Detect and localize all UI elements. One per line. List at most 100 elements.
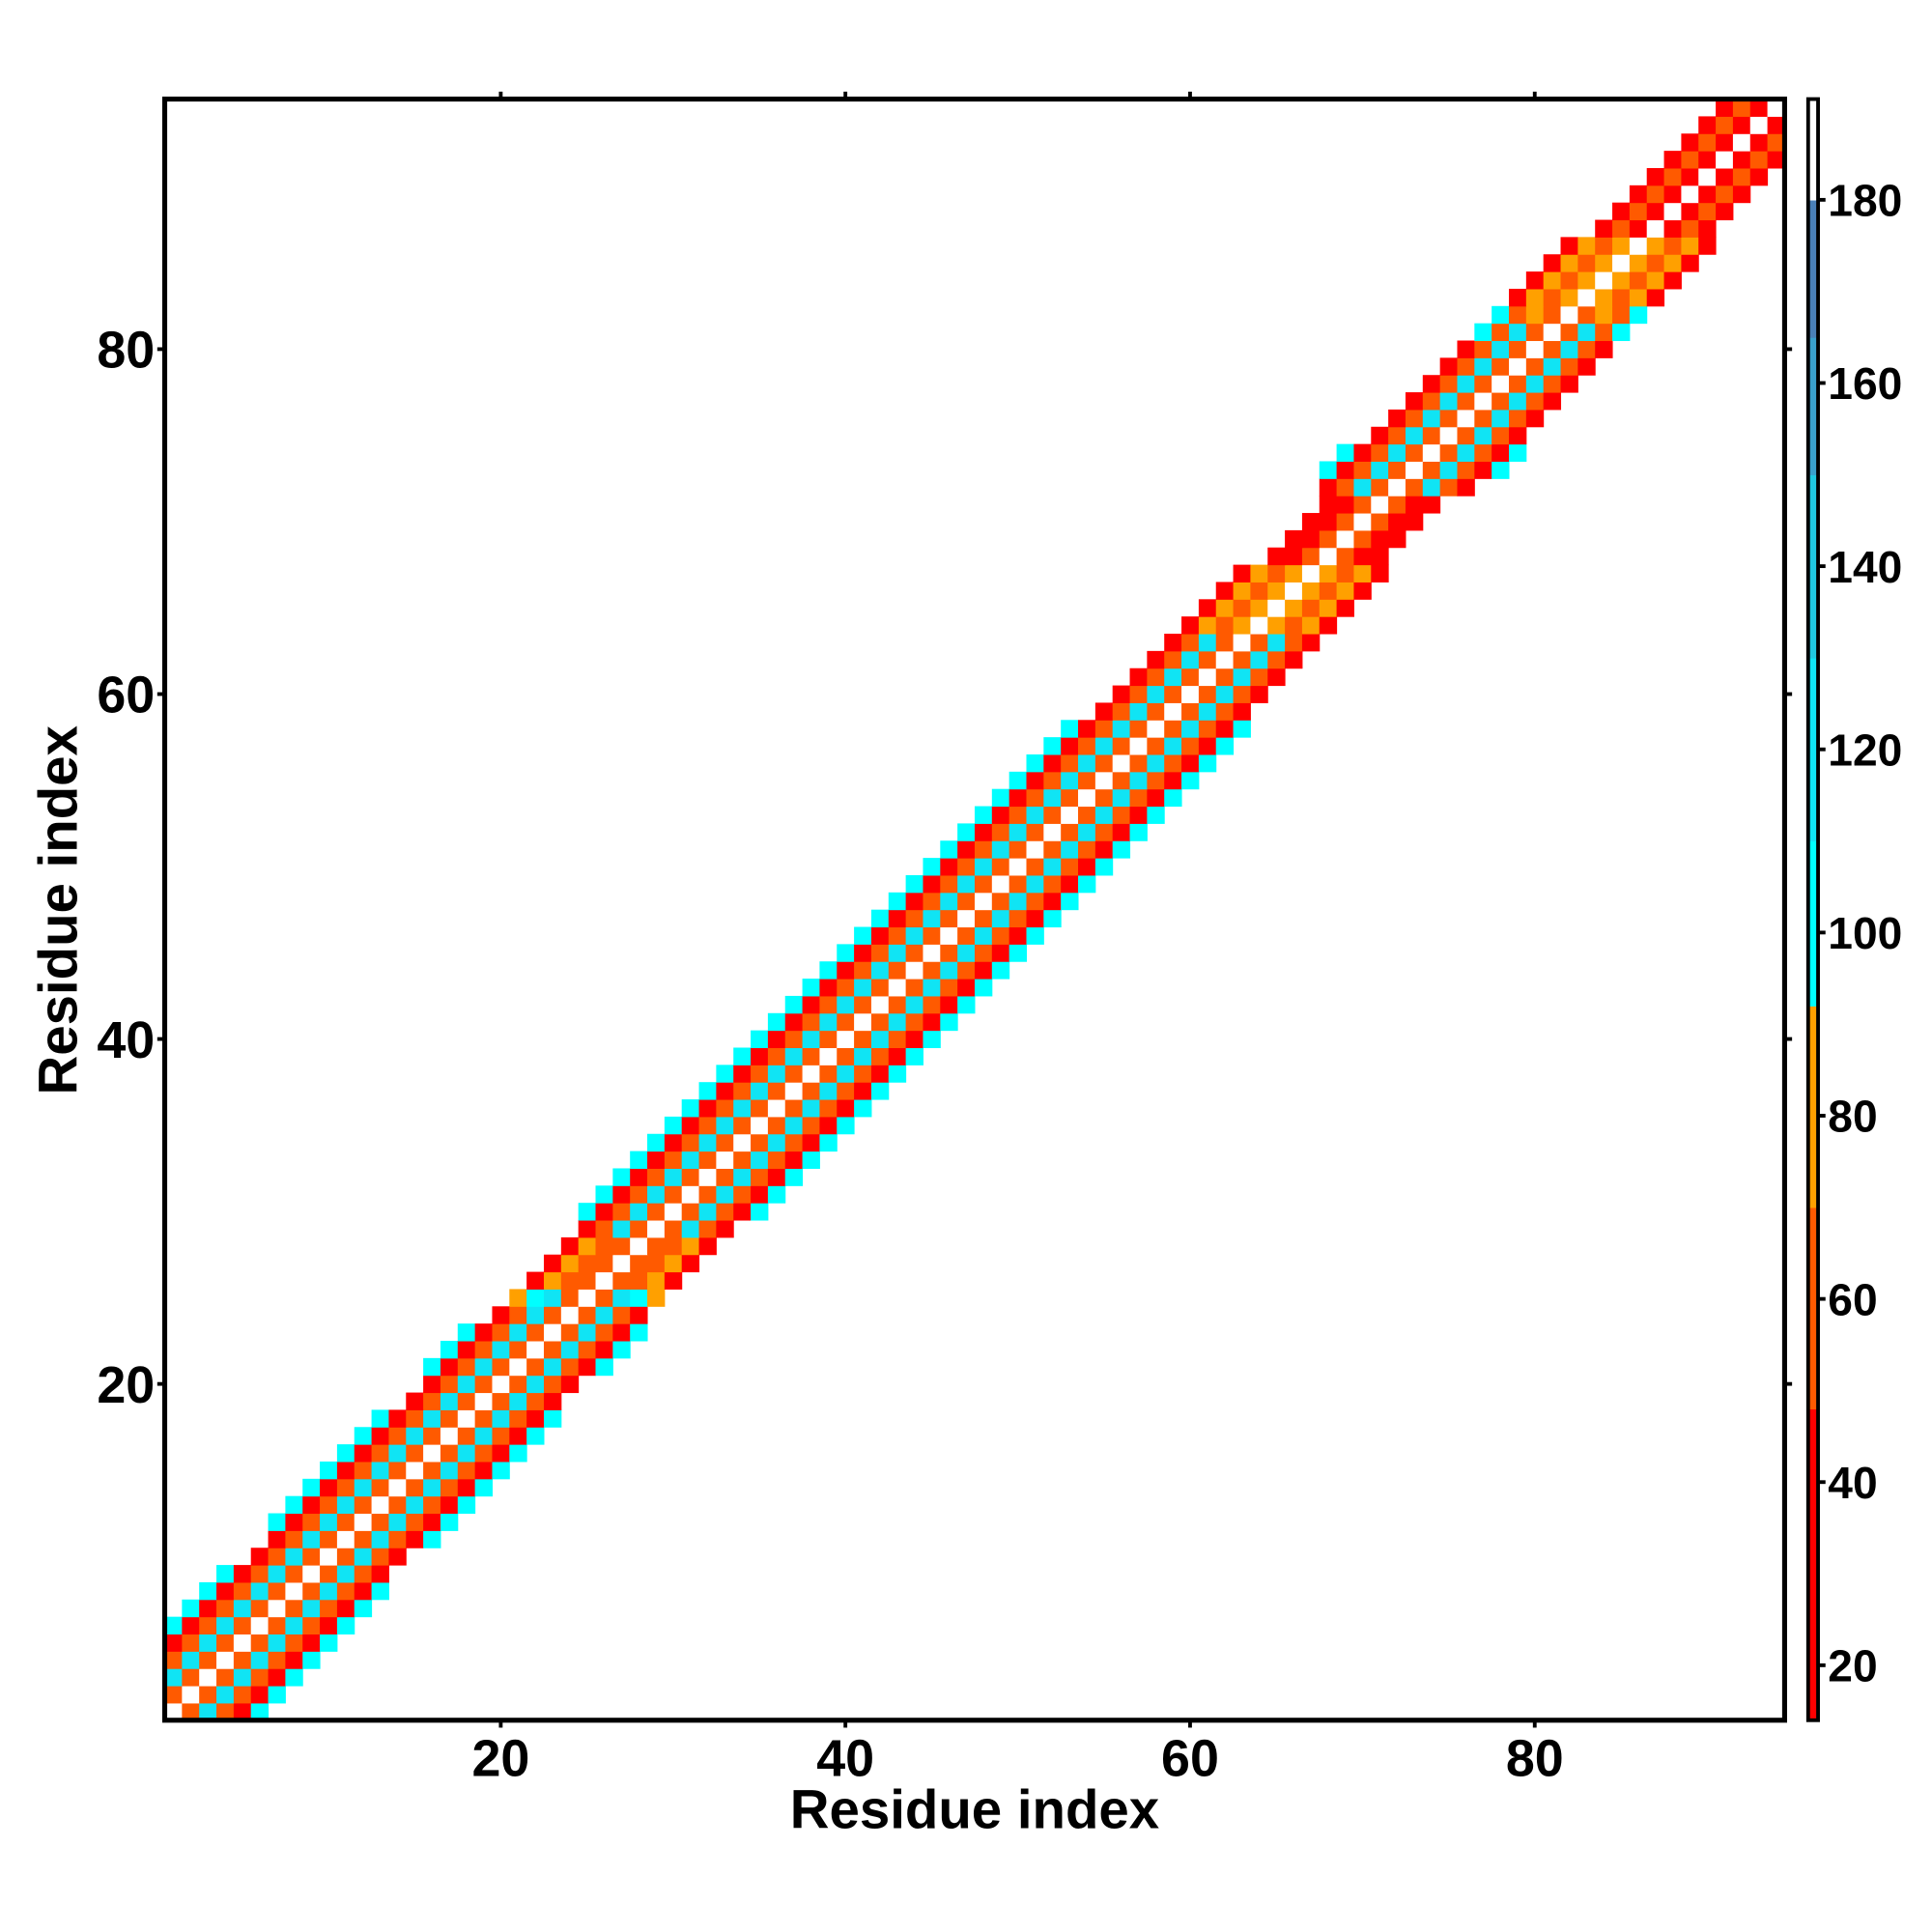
heatmap-cell xyxy=(423,1530,441,1548)
heatmap-cell xyxy=(1595,323,1613,342)
colorbar-segment xyxy=(1807,99,1819,201)
heatmap-cell xyxy=(492,1357,510,1377)
heatmap-cell xyxy=(1267,547,1286,566)
heatmap-cell xyxy=(1422,496,1441,514)
heatmap-cell xyxy=(578,1306,597,1324)
heatmap-cell xyxy=(492,1392,510,1410)
heatmap-cell xyxy=(1474,426,1492,445)
heatmap-cell xyxy=(216,1668,235,1687)
heatmap-cell xyxy=(1646,237,1665,255)
plot-frame xyxy=(161,97,1787,1723)
heatmap-cell xyxy=(905,961,923,980)
heatmap-cell xyxy=(1474,340,1492,358)
heatmap-cell xyxy=(1577,305,1596,325)
heatmap-cell xyxy=(233,1616,252,1635)
heatmap-cell xyxy=(1492,305,1510,325)
heatmap-cell xyxy=(1560,271,1578,290)
heatmap-cell xyxy=(1129,720,1148,738)
heatmap-cell xyxy=(1250,685,1268,703)
heatmap-cell xyxy=(1681,219,1699,238)
heatmap-cell xyxy=(647,1220,666,1238)
heatmap-cell xyxy=(1215,582,1235,600)
heatmap-cell xyxy=(1336,478,1354,497)
heatmap-cell xyxy=(1129,806,1148,824)
heatmap-cell xyxy=(647,1289,666,1307)
heatmap-cell xyxy=(923,892,941,911)
heatmap-cell xyxy=(1336,582,1354,600)
heatmap-cell xyxy=(733,1099,752,1118)
heatmap-cell xyxy=(1129,702,1148,721)
heatmap-cell xyxy=(1371,461,1389,479)
heatmap-cell xyxy=(1198,720,1217,738)
heatmap-cell xyxy=(1457,409,1475,428)
heatmap-cell xyxy=(767,1030,786,1049)
heatmap-cell xyxy=(543,1392,562,1410)
heatmap-cell xyxy=(612,1289,631,1307)
heatmap-cell xyxy=(784,1099,804,1118)
heatmap-cell xyxy=(923,926,941,945)
heatmap-cell xyxy=(509,1323,527,1342)
heatmap-cell xyxy=(509,1306,527,1324)
heatmap-cell xyxy=(371,1565,389,1583)
heatmap-cell xyxy=(1663,219,1682,238)
heatmap-cell xyxy=(1164,634,1182,652)
heatmap-cell xyxy=(268,1634,286,1652)
heatmap-cell xyxy=(1147,685,1165,703)
heatmap-cell xyxy=(923,944,941,962)
heatmap-cell xyxy=(423,1357,441,1377)
heatmap-cell xyxy=(1525,409,1545,428)
heatmap-cell xyxy=(940,926,958,945)
heatmap-cell xyxy=(336,1461,355,1480)
y-axis-label: Residue index xyxy=(27,725,88,1094)
heatmap-cell xyxy=(1560,288,1578,307)
heatmap-cell xyxy=(1061,806,1079,824)
heatmap-cell xyxy=(440,1461,459,1480)
heatmap-cell xyxy=(1405,461,1424,479)
heatmap-cell xyxy=(268,1651,286,1669)
colorbar-frame xyxy=(1805,97,1820,1722)
heatmap-cell xyxy=(1612,271,1631,290)
heatmap-cell xyxy=(957,961,976,980)
heatmap-cell xyxy=(1457,443,1475,462)
heatmap-cell xyxy=(664,1271,683,1290)
heatmap-cell xyxy=(1250,616,1268,635)
heatmap-cell xyxy=(440,1427,459,1445)
heatmap-cell xyxy=(182,1616,200,1635)
heatmap-cell xyxy=(302,1530,321,1548)
heatmap-cell xyxy=(991,961,1010,980)
heatmap-cell xyxy=(199,1651,217,1669)
heatmap-cell xyxy=(802,1116,820,1135)
heatmap-cell xyxy=(285,1599,303,1618)
heatmap-cell xyxy=(854,1047,872,1065)
heatmap-cell xyxy=(1405,496,1424,514)
heatmap-cell xyxy=(1749,167,1769,186)
heatmap-cell xyxy=(854,961,872,980)
heatmap-cell xyxy=(354,1495,373,1515)
heatmap-cell xyxy=(1215,599,1235,617)
heatmap-cell xyxy=(1492,461,1510,479)
heatmap-cell xyxy=(1663,167,1682,186)
heatmap-cell xyxy=(1525,323,1545,342)
colorbar-segment xyxy=(1807,1207,1819,1410)
heatmap-cell xyxy=(1250,650,1268,669)
heatmap-cell xyxy=(957,892,976,911)
heatmap-cell xyxy=(1078,753,1096,773)
heatmap-cell xyxy=(492,1444,510,1463)
heatmap-cell xyxy=(199,1581,217,1601)
heatmap-cell xyxy=(250,1581,270,1601)
heatmap-cell xyxy=(1525,305,1545,325)
heatmap-cell xyxy=(320,1581,338,1601)
heatmap-cell xyxy=(974,979,993,997)
heatmap-cell xyxy=(1698,237,1717,255)
heatmap-cell xyxy=(957,995,976,1014)
heatmap-cell xyxy=(784,1012,804,1032)
heatmap-cell xyxy=(1215,634,1235,652)
heatmap-cell xyxy=(1164,753,1182,773)
heatmap-cell xyxy=(612,1254,631,1273)
heatmap-cell xyxy=(923,909,941,928)
heatmap-cell xyxy=(1422,461,1441,479)
heatmap-cell xyxy=(819,1047,838,1065)
heatmap-cell xyxy=(733,1065,752,1083)
heatmap-cell xyxy=(268,1581,286,1601)
heatmap-cell xyxy=(1181,668,1200,687)
